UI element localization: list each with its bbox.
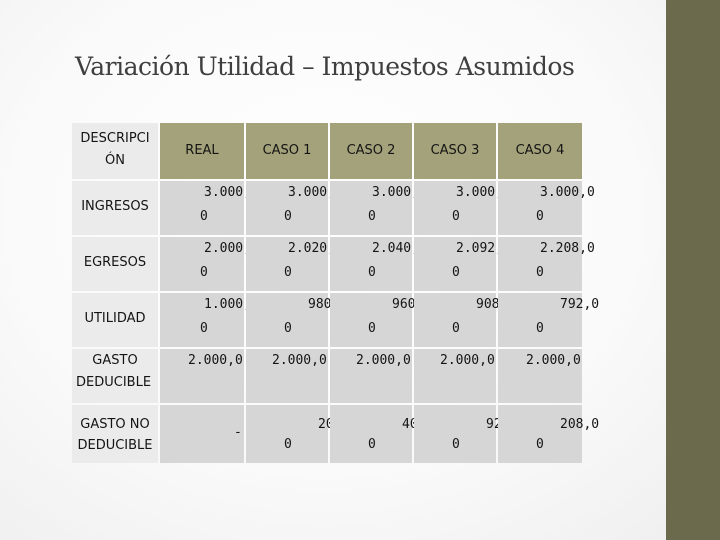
header-col-label: CASO 1 xyxy=(262,143,312,158)
cell-value-wrap: 0 xyxy=(368,265,376,280)
header-descripcion-line1: DESCRIPCI xyxy=(80,131,150,146)
table-cell: 2.208,0 0 xyxy=(498,237,595,291)
cell-value: 2.040,0 xyxy=(372,241,427,256)
table-cell: 3.000,0 0 xyxy=(414,181,511,235)
side-accent-bar xyxy=(666,0,720,540)
table-cell: 0 40,0 xyxy=(330,405,433,463)
cell-value: 792,0 xyxy=(560,297,600,312)
row-label-text: DEDUCIBLE xyxy=(76,375,152,390)
table-cell: 2.000,0 0 xyxy=(160,237,259,291)
table-cell: 1.000,0 0 xyxy=(160,293,259,347)
table-cell: 3.000,0 0 xyxy=(330,181,427,235)
cell-value-wrap: 0 xyxy=(368,437,376,452)
cell-value: 2.000,0 xyxy=(204,241,259,256)
cell-value: 2.092,0 xyxy=(456,241,511,256)
table-cell: 2.040,0 0 xyxy=(330,237,427,291)
row-label-text: UTILIDAD xyxy=(84,311,146,326)
header-col-label: CASO 3 xyxy=(430,143,480,158)
table-cell: 2.000,0 0 xyxy=(160,349,256,403)
row-label-gasto-no-deducible: GASTO NO DEDUCIBLE xyxy=(72,405,158,463)
row-label-egresos: EGRESOS xyxy=(72,237,158,291)
cell-value-wrap: 0 xyxy=(536,209,544,224)
cell-value-wrap: 0 xyxy=(452,209,460,224)
cell-value: 2.000,0 xyxy=(356,353,411,368)
header-col-label: CASO 4 xyxy=(515,143,565,158)
cell-value-wrap: 0 xyxy=(284,209,292,224)
cell-value-wrap: 0 xyxy=(200,321,208,336)
cell-value: 2.020,0 xyxy=(288,241,343,256)
row-label-text: DEDUCIBLE xyxy=(77,438,153,453)
table-cell: 2.000,0 0 xyxy=(246,349,340,403)
cell-value: 3.000,0 xyxy=(372,185,427,200)
table-cell: 792,0 0 xyxy=(498,293,599,347)
cell-value: 2.000,0 xyxy=(440,353,495,368)
table-cell: 0 208,0 xyxy=(498,405,599,463)
table-cell: 2.020,0 0 xyxy=(246,237,343,291)
cell-value: 3.000,0 xyxy=(540,185,595,200)
header-col-caso-1: CASO 1 xyxy=(246,123,328,179)
slide-title: Variación Utilidad – Impuestos Asumidos xyxy=(75,52,575,81)
table-cell: 960,0 0 xyxy=(330,293,431,347)
cell-value-wrap: 0 xyxy=(368,209,376,224)
cell-value: 3.000,0 xyxy=(288,185,343,200)
table-cell: 980,0 0 xyxy=(246,293,347,347)
cell-value: 208,0 xyxy=(560,417,600,432)
utilidad-table: DESCRIPCI ÓN REAL CASO 1 CASO 2 CASO 3 C… xyxy=(72,123,599,465)
row-label-utilidad: UTILIDAD xyxy=(72,293,158,347)
row-label-text: GASTO xyxy=(92,353,138,368)
cell-value: 2.000,0 xyxy=(272,353,327,368)
header-col-caso-3: CASO 3 xyxy=(414,123,496,179)
header-col-label: CASO 2 xyxy=(346,143,396,158)
table-cell: 0 20,0 xyxy=(246,405,349,463)
table-cell: 3.000,0 0 xyxy=(498,181,595,235)
row-label-text: INGRESOS xyxy=(81,199,149,214)
cell-value-wrap: 0 xyxy=(536,265,544,280)
table-cell: 2.092,0 0 xyxy=(414,237,511,291)
cell-value-wrap: 0 xyxy=(200,265,208,280)
row-label-gasto-deducible: GASTO DEDUCIBLE 0 xyxy=(72,349,172,403)
header-col-real: REAL xyxy=(160,123,244,179)
row-label-text: GASTO NO xyxy=(80,417,150,432)
cell-value-wrap: 0 xyxy=(284,265,292,280)
cell-value-wrap: 0 xyxy=(536,321,544,336)
row-label-ingresos: INGRESOS xyxy=(72,181,158,235)
table-cell: 3.000,0 0 xyxy=(246,181,343,235)
table-cell: 0 92,0 xyxy=(414,405,517,463)
cell-value: 2.000,0 xyxy=(188,353,243,368)
header-descripcion-line2: ÓN xyxy=(105,153,125,168)
cell-value-wrap: 0 xyxy=(284,437,292,452)
cell-value-wrap: 0 xyxy=(368,321,376,336)
cell-value-wrap: 0 xyxy=(284,321,292,336)
cell-value-wrap: 0 xyxy=(452,265,460,280)
cell-value: 2.208,0 xyxy=(540,241,595,256)
cell-value-wrap: 0 xyxy=(452,321,460,336)
table-cell: 908,0 0 xyxy=(414,293,515,347)
cell-value: 3.000,0 xyxy=(204,185,259,200)
cell-value: 3.000,0 xyxy=(456,185,511,200)
header-col-caso-2: CASO 2 xyxy=(330,123,412,179)
cell-value-wrap: 0 xyxy=(536,437,544,452)
table-cell: - xyxy=(160,405,244,463)
header-descripcion-cell: DESCRIPCI ÓN xyxy=(72,123,158,179)
table-cell: 2.000,0 0 xyxy=(330,349,424,403)
cell-value: - xyxy=(234,425,242,440)
header-col-caso-4: CASO 4 xyxy=(498,123,582,179)
table-cell: 2.000,0 xyxy=(498,349,582,403)
cell-value: 1.000,0 xyxy=(204,297,259,312)
cell-value-wrap: 0 xyxy=(200,209,208,224)
header-col-label: REAL xyxy=(185,143,219,158)
cell-value-wrap: 0 xyxy=(452,437,460,452)
table-cell: 2.000,0 0 xyxy=(414,349,508,403)
cell-value: 2.000,0 xyxy=(526,353,581,368)
row-label-text: EGRESOS xyxy=(83,255,147,270)
table-cell: 3.000,0 0 xyxy=(160,181,259,235)
